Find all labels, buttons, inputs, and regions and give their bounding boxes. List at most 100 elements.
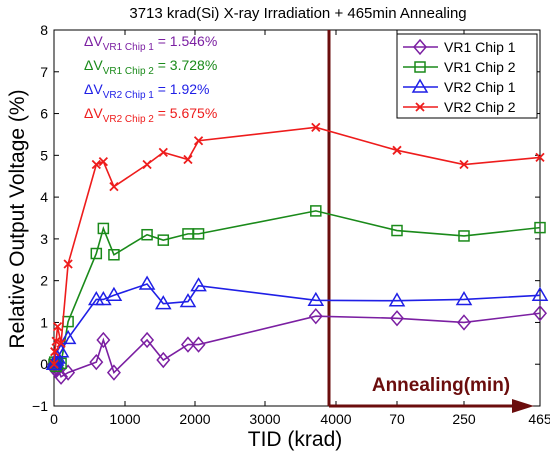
y-tick-label: −1: [32, 398, 48, 414]
series-line: [53, 126, 541, 365]
x-tick-label: 4000: [320, 411, 351, 427]
data-point: [95, 290, 112, 306]
data-point: [154, 295, 172, 310]
data-point: [156, 351, 171, 369]
y-tick-label: 4: [40, 189, 48, 205]
data-point: [59, 329, 77, 345]
data-point: [533, 305, 547, 322]
delta-annotation: ΔVVR2 Chip 1 = 1.92%: [84, 81, 210, 101]
data-point: [157, 234, 170, 246]
data-point: [179, 293, 197, 308]
series-vr1-chip-1: [47, 305, 547, 385]
data-point: [310, 205, 322, 217]
y-tick-label: 5: [40, 147, 48, 163]
legend-box: [396, 33, 538, 119]
series-vr1-chip-2: [48, 205, 546, 373]
annealing-arrow-head: [512, 399, 534, 413]
legend: VR1 Chip 1 VR1 Chip 2 VR2 Chip 1 VR2 Chip 2: [396, 33, 538, 119]
data-point: [96, 331, 111, 349]
annealing-label: Annealing(min): [372, 375, 510, 396]
data-point: [459, 159, 469, 170]
data-point: [457, 314, 471, 331]
data-point: [49, 359, 59, 369]
data-point: [307, 291, 325, 307]
data-point: [531, 286, 549, 302]
x-tick-label: 3000: [249, 411, 280, 427]
data-point: [61, 364, 76, 381]
x-tick-label: 0: [50, 411, 58, 427]
legend-entry: VR2 Chip 1: [444, 79, 516, 95]
legend-entry: VR1 Chip 1: [444, 39, 516, 55]
chart-title: 3713 krad(Si) X-ray Irradiation + 465min…: [129, 5, 466, 22]
delta-annotation: ΔVVR1 Chip 1 = 1.546%: [84, 33, 217, 53]
data-point: [88, 290, 105, 306]
data-point: [106, 364, 121, 381]
data-point: [391, 224, 403, 237]
data-point: [141, 228, 153, 241]
data-point: [108, 249, 120, 261]
legend-entry: VR2 Chip 2: [444, 99, 516, 115]
data-point: [105, 286, 123, 302]
x-tick-label: 1000: [109, 411, 140, 427]
data-point: [455, 290, 473, 306]
data-point: [56, 338, 66, 348]
data-point: [390, 310, 404, 327]
y-tick-label: 2: [40, 273, 48, 289]
y-tick-label: 1: [40, 314, 48, 330]
data-point: [89, 353, 104, 371]
data-point: [414, 61, 426, 73]
data-point: [63, 259, 73, 269]
x-tick-label: 2000: [179, 411, 210, 427]
data-point: [142, 159, 152, 170]
data-point: [90, 247, 103, 260]
data-point: [311, 122, 321, 132]
data-point: [190, 277, 207, 292]
data-point: [191, 336, 206, 353]
series-line: [53, 283, 541, 365]
legend-entry: VR1 Chip 2: [444, 59, 516, 75]
delta-annotation: ΔVVR1 Chip 2 = 3.728%: [84, 57, 217, 77]
data-point: [183, 154, 193, 165]
x-axis-label: TID (krad): [248, 428, 343, 451]
data-point: [109, 182, 119, 192]
data-point: [458, 230, 470, 242]
data-point: [140, 331, 155, 349]
y-axis-label: Relative Output Voltage (%): [6, 89, 29, 348]
y-tick-label: 3: [40, 231, 48, 247]
x-tick-label: 70: [389, 411, 405, 427]
data-point: [158, 147, 168, 158]
data-point: [392, 145, 402, 155]
y-tick-label: 0: [40, 356, 48, 372]
y-tick-label: 6: [40, 106, 48, 122]
series-line: [53, 312, 541, 378]
data-point: [413, 38, 427, 56]
series-line: [53, 210, 541, 369]
data-point: [388, 292, 406, 307]
data-point: [534, 221, 546, 234]
series-vr2-chip-2: [49, 122, 545, 369]
x-tick-label: 250: [452, 411, 476, 427]
series-vr2-chip-1: [45, 275, 549, 370]
delta-annotation: ΔVVR2 Chip 2 = 5.675%: [84, 105, 217, 125]
data-point: [52, 343, 70, 358]
data-point: [415, 102, 425, 112]
data-point: [97, 222, 110, 235]
x-tick-label: 465: [528, 411, 550, 427]
data-point: [180, 336, 195, 353]
data-point: [192, 228, 205, 240]
data-point: [50, 347, 60, 357]
data-point: [535, 152, 545, 163]
data-point: [411, 78, 429, 93]
data-point: [308, 308, 323, 325]
data-point: [193, 136, 204, 146]
y-tick-label: 8: [40, 22, 48, 38]
data-point: [98, 156, 108, 167]
data-point: [52, 321, 63, 332]
plot-frame: [53, 29, 541, 407]
data-point: [138, 275, 156, 290]
data-point: [54, 368, 69, 385]
y-tick-label: 7: [40, 64, 48, 80]
data-point: [91, 159, 101, 170]
